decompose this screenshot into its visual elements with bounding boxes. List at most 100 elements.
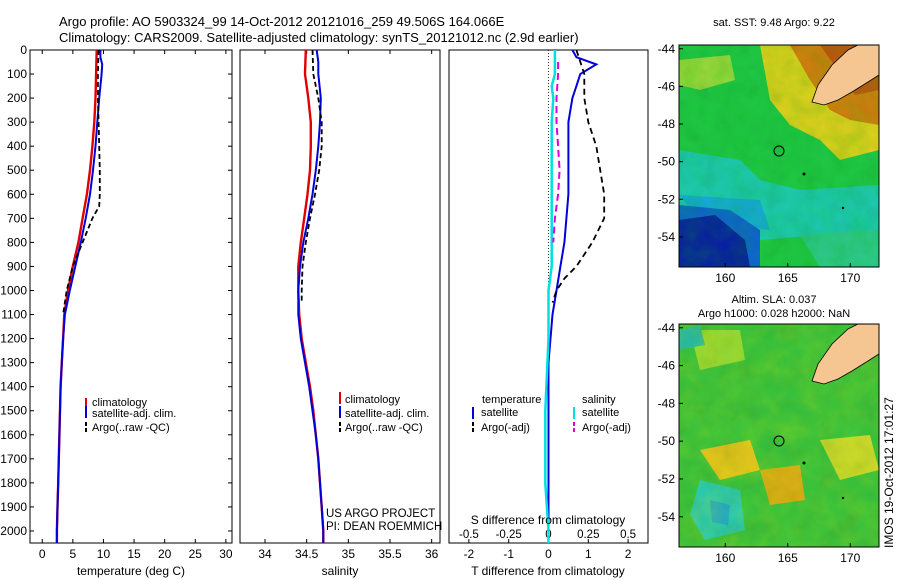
- credit-line2: PI: DEAN ROEMMICH: [326, 521, 442, 533]
- series-line-3: [300, 49, 323, 303]
- y-tick-label: 1800: [0, 476, 27, 490]
- y-tick-label: 1000: [0, 283, 27, 297]
- x-tick-label: 36: [425, 547, 439, 561]
- legend-argo: Argo(..raw -QC): [345, 422, 423, 434]
- x-tick-label: 34.5: [295, 547, 319, 561]
- map-y-tick-label: -52: [658, 192, 676, 206]
- x-tick-label: 0: [545, 547, 552, 561]
- x-tick-label: -2: [464, 547, 475, 561]
- map-bottom-title2: Argo h1000: 0.028 h2000: NaN: [698, 308, 850, 320]
- y-tick-label: 0: [20, 43, 27, 57]
- x-tick-label: 35: [342, 547, 356, 561]
- y-tick-label: 500: [7, 163, 27, 177]
- y-tick-label: 900: [7, 259, 27, 273]
- credit-line1: US ARGO PROJECT: [326, 508, 435, 520]
- y-tick-label: 800: [7, 235, 27, 249]
- map-y-tick-label: -46: [658, 359, 676, 373]
- temperature-xlabel: temperature (deg C): [77, 564, 185, 578]
- legend-satellite: satellite-adj. clim.: [92, 408, 176, 420]
- legend-t-argo: Argo(-adj): [481, 422, 530, 434]
- legend-s-argo: Argo(-adj): [582, 422, 631, 434]
- x-tick-label: 0: [39, 547, 46, 561]
- tdiff-xlabel: T difference from climatology: [471, 564, 625, 578]
- x-tick-label: 35.5: [378, 547, 402, 561]
- x-tick-label: 10: [97, 547, 111, 561]
- header-line2: Climatology: CARS2009. Satellite-adjuste…: [59, 30, 579, 45]
- map-y-tick-label: -44: [658, 321, 676, 335]
- difference-legend: temperature salinity satellite Argo(-adj…: [472, 394, 631, 434]
- x-tick-label: 2: [625, 547, 632, 561]
- y-tick-label: 200: [7, 91, 27, 105]
- map-x-tick-label: 160: [715, 551, 735, 565]
- map-y-tick-label: -54: [658, 510, 676, 524]
- temperature-panel: [29, 49, 233, 544]
- legend-s-satellite: satellite: [582, 407, 619, 419]
- y-tick-label: 300: [7, 115, 27, 129]
- x-tick-label: -1: [503, 547, 514, 561]
- diff-series-3: [544, 50, 557, 543]
- diff-series-2: [551, 49, 606, 303]
- x-tick-label: 30: [219, 547, 233, 561]
- y-tick-label: 700: [7, 211, 27, 225]
- legend-header-salinity: salinity: [582, 394, 616, 406]
- map-axes: 160 165 170 -44 -46 -48 -50 -52 -54 160 165 170 -44 -…: [658, 42, 861, 565]
- y-tick-label: 1500: [0, 404, 27, 418]
- depth-axis: 0 100 200 300 400 500 600 700 800 900 1000 1100 1200…: [0, 43, 232, 538]
- header-line1: Argo profile: AO 5903324_99 14-Oct-2012 …: [59, 14, 505, 29]
- series-line-2: [55, 50, 104, 543]
- map-y-tick-label: -44: [658, 42, 676, 56]
- temperature-plot: 0 5 10 15 20 25 30: [39, 49, 233, 561]
- diff-series-1: [547, 49, 599, 543]
- map-y-tick-label: -52: [658, 472, 676, 486]
- series-line-3: [62, 49, 101, 315]
- map-x-tick-label: 165: [778, 551, 798, 565]
- legend-t-satellite: satellite: [481, 407, 518, 419]
- map-x-tick-label: 170: [840, 271, 860, 285]
- sst-map: [679, 45, 879, 267]
- y-tick-label: 400: [7, 139, 27, 153]
- y-tick-label: 100: [7, 67, 27, 81]
- salinity-panel: [239, 49, 441, 544]
- y-tick-label: 1900: [0, 500, 27, 514]
- difference-plot: -2 -1 0 1 2-0.5 -0.25 0 0.25 0.5: [459, 49, 636, 561]
- map-top-title: sat. SST: 9.48 Argo: 9.22: [713, 17, 835, 29]
- y-tick-label: 1700: [0, 452, 27, 466]
- map-y-tick-label: -48: [658, 396, 676, 410]
- x-tick-label: 34: [258, 547, 272, 561]
- top-tick-label: -0.5: [459, 529, 479, 541]
- map-x-tick-label: 165: [778, 271, 798, 285]
- map-y-tick-label: -50: [658, 434, 676, 448]
- y-tick-label: 1600: [0, 428, 27, 442]
- y-tick-label: 1200: [0, 332, 27, 346]
- map-x-tick-label: 160: [715, 271, 735, 285]
- legend-climatology: climatology: [92, 397, 148, 409]
- x-tick-label: 1: [585, 547, 592, 561]
- sla-map: [679, 324, 879, 547]
- salinity-xlabel: salinity: [322, 564, 359, 578]
- y-tick-label: 1100: [1, 308, 27, 322]
- y-tick-label: 600: [7, 187, 27, 201]
- legend-climatology: climatology: [345, 394, 401, 406]
- map-y-tick-label: -50: [658, 155, 676, 169]
- y-tick-label: 1300: [0, 356, 27, 370]
- map-y-tick-label: -54: [658, 230, 676, 244]
- top-tick-label: -0.25: [496, 529, 522, 541]
- legend-header-temperature: temperature: [482, 394, 541, 406]
- temperature-legend: climatology satellite-adj. clim. Argo(..…: [85, 397, 176, 434]
- legend-satellite: satellite-adj. clim.: [345, 408, 429, 420]
- legend-argo: Argo(..raw -QC): [92, 422, 170, 434]
- x-tick-label: 15: [127, 547, 141, 561]
- map-y-tick-label: -46: [658, 79, 676, 93]
- salinity-plot: 34 34.5 35 35.5 36: [258, 49, 439, 561]
- top-tick-label: 0.25: [577, 529, 599, 541]
- map-x-tick-label: 170: [840, 551, 860, 565]
- x-tick-label: 20: [158, 547, 172, 561]
- x-tick-label: 25: [189, 547, 203, 561]
- y-tick-label: 1400: [0, 380, 27, 394]
- y-tick-label: 2000: [0, 524, 27, 538]
- sdiff-toplabel: S difference from climatology: [471, 513, 626, 527]
- map-bottom-title1: Altim. SLA: 0.037: [732, 294, 817, 306]
- map-y-tick-label: -48: [658, 117, 676, 131]
- footer-stamp: IMOS 19-Oct-2012 17:01:27: [882, 397, 896, 548]
